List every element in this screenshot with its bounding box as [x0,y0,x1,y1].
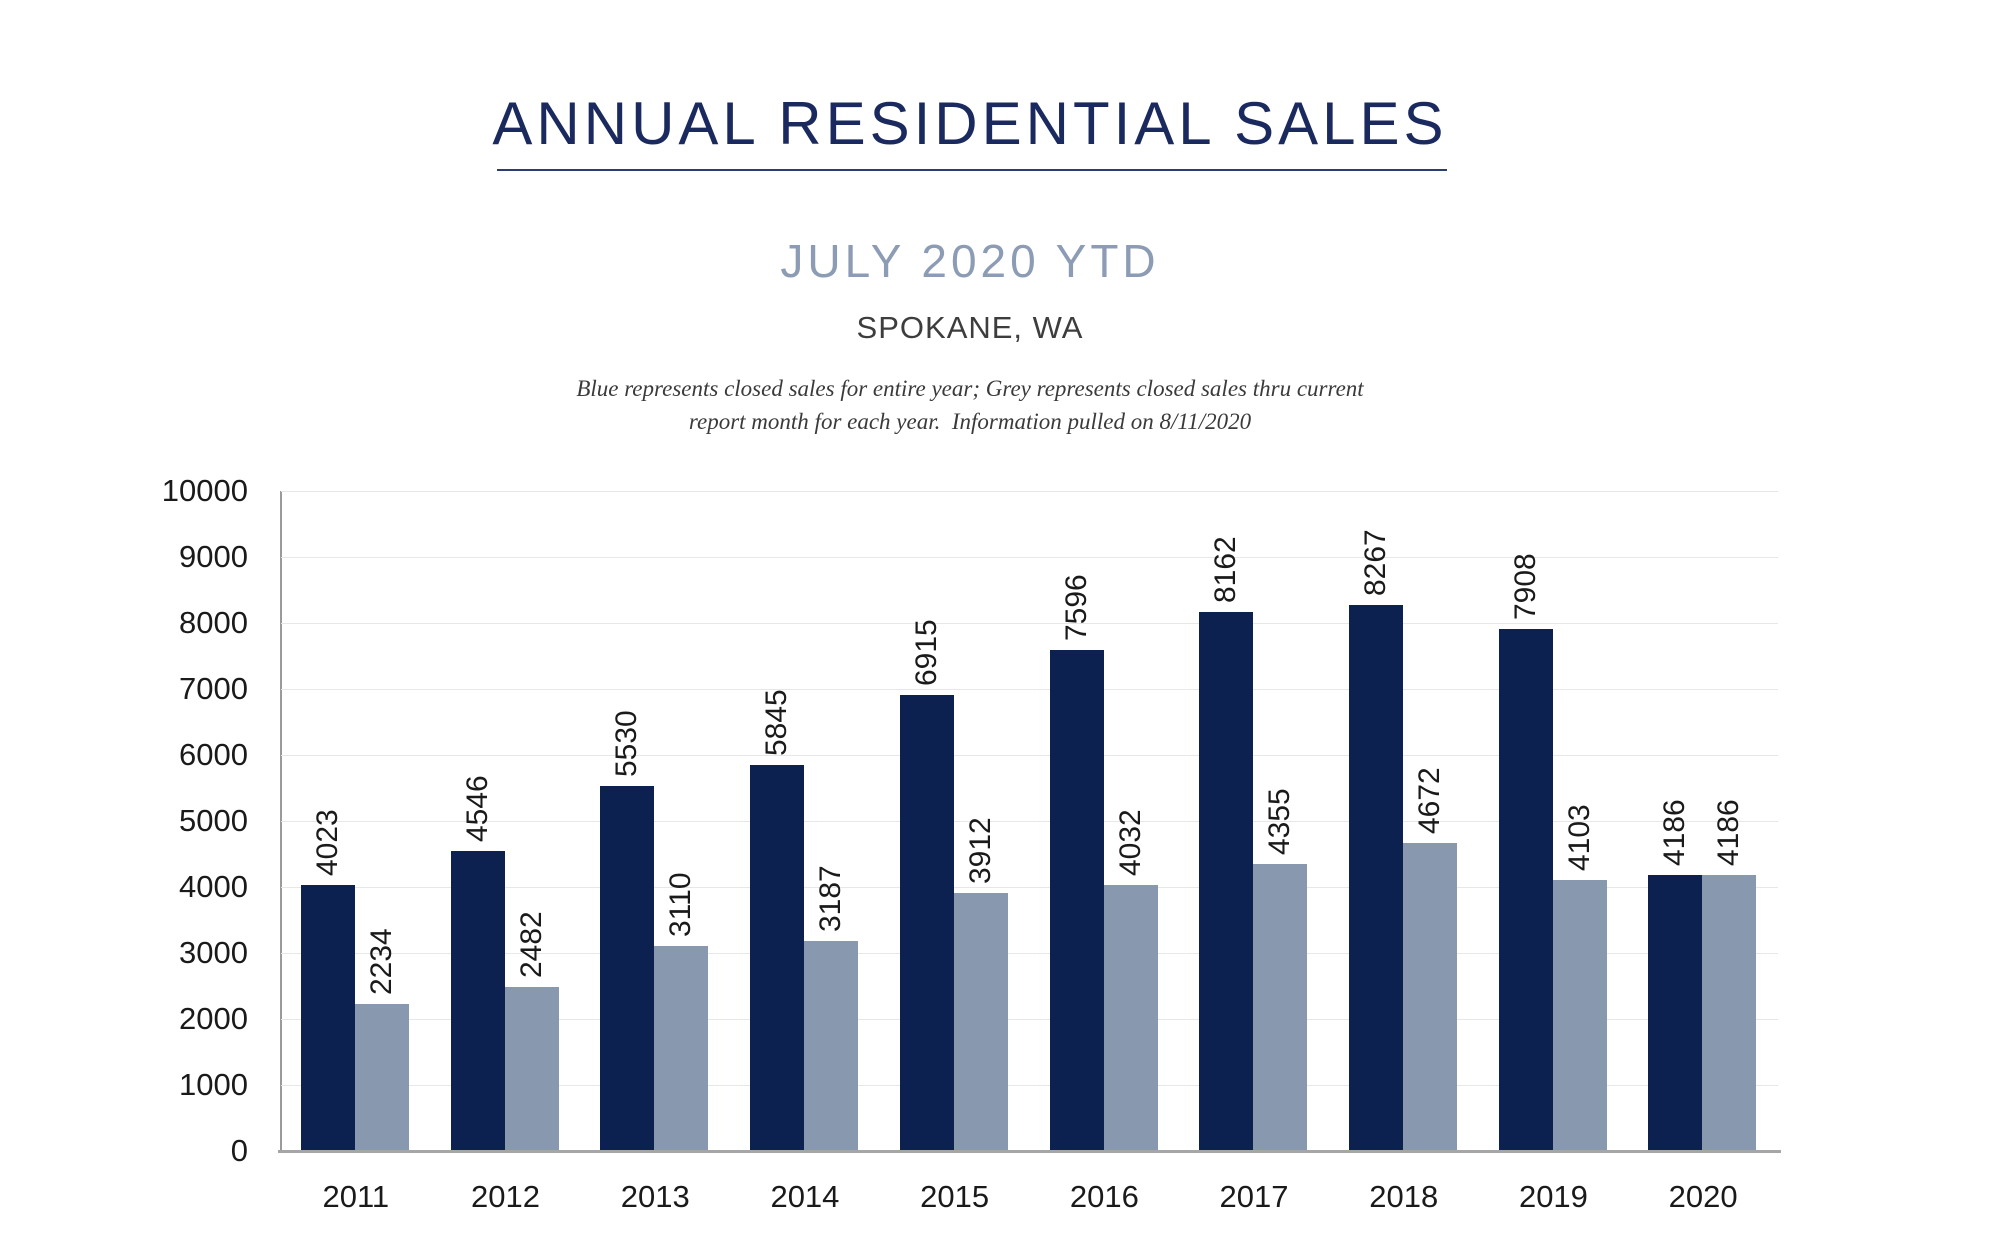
y-axis-label-3000: 3000 [179,935,248,970]
report-location: SPOKANE, WA [856,310,1084,345]
bar-value-label-closed_sales_entire_year-2012: 4546 [460,775,494,842]
bar-closed_sales_entire_year-2019 [1498,629,1553,1151]
y-axis-label-7000: 7000 [179,671,248,706]
gridline-2000 [281,1018,1778,1020]
bar-value-label-closed_sales_thru_report_month-2014: 3187 [814,864,848,932]
bar-value-label-closed_sales_thru_report_month-2020: 4186 [1712,798,1746,866]
bar-value-label-closed_sales_thru_report_month-2017: 4355 [1263,787,1297,855]
gridline-10000 [281,490,1778,492]
bar-closed_sales_entire_year-2020 [1648,874,1703,1151]
bar-value-label-closed_sales_entire_year-2020: 4186 [1658,798,1692,866]
bar-closed_sales_thru_report_month-2014 [804,940,859,1151]
page-title: ANNUAL RESIDENTIAL SALES [492,90,1448,157]
bar-closed_sales_thru_report_month-2015 [953,892,1008,1151]
bar-value-label-closed_sales_entire_year-2011: 4023 [311,809,344,877]
bar-value-label-closed_sales_entire_year-2013: 5530 [610,710,644,778]
legend-note: Blue represents closed sales for entire … [0,372,1940,438]
bar-value-label-closed_sales_thru_report_month-2013: 3110 [664,872,698,937]
bar-value-label-closed_sales_entire_year-2018: 8267 [1358,529,1392,597]
bar-closed_sales_thru_report_month-2020 [1702,874,1757,1151]
bar-closed_sales_thru_report_month-2017 [1253,863,1308,1151]
bar-closed_sales_thru_report_month-2019 [1552,880,1607,1151]
gridline-1000 [281,1084,1778,1086]
bar-closed_sales_thru_report_month-2018 [1402,842,1457,1151]
legend-note-line1: Blue represents closed sales for entire … [576,376,1364,401]
bar-value-label-closed_sales_thru_report_month-2012: 2482 [514,911,548,979]
x-axis-label-2016: 2016 [1069,1179,1139,1214]
gridline-7000 [281,688,1778,690]
bar-value-label-closed_sales_thru_report_month-2019: 4103 [1562,804,1596,872]
y-axis-label-1000: 1000 [179,1067,248,1102]
bar-closed_sales_thru_report_month-2013 [654,945,709,1151]
bar-value-label-closed_sales_entire_year-2019: 7908 [1508,553,1542,621]
bar-closed_sales_entire_year-2014 [750,765,805,1151]
y-axis-label-2000: 2000 [179,1001,248,1036]
y-axis-label-6000: 6000 [179,737,248,772]
gridline-6000 [281,754,1778,756]
x-axis-label-2012: 2012 [471,1179,541,1214]
bar-closed_sales_entire_year-2015 [899,694,954,1151]
bar-closed_sales_entire_year-2011 [301,885,355,1151]
bar-closed_sales_entire_year-2017 [1199,612,1254,1151]
gridline-4000 [281,886,1778,888]
bar-closed_sales_entire_year-2016 [1049,649,1104,1151]
y-axis-label-10000: 10000 [161,473,248,508]
bar-value-label-closed_sales_thru_report_month-2018: 4672 [1412,766,1446,834]
bar-closed_sales_thru_report_month-2011 [355,1003,409,1151]
gridline-9000 [281,556,1778,558]
bar-value-label-closed_sales_thru_report_month-2016: 4032 [1113,809,1147,876]
gridline-8000 [281,622,1778,624]
gridline-5000 [281,820,1778,822]
bar-value-label-closed_sales_thru_report_month-2015: 3912 [963,817,997,884]
report-period: JULY 2020 YTD [780,235,1160,287]
x-axis-label-2019: 2019 [1518,1179,1588,1214]
bar-value-label-closed_sales_entire_year-2016: 7596 [1059,573,1093,641]
gridline-3000 [281,952,1778,954]
x-axis-label-2013: 2013 [620,1179,690,1214]
bar-closed_sales_thru_report_month-2016 [1103,884,1158,1151]
bar-closed_sales_entire_year-2013 [600,786,655,1151]
x-axis-label-2020: 2020 [1668,1179,1738,1214]
y-axis-label-4000: 4000 [179,869,248,904]
bar-value-label-closed_sales_entire_year-2017: 8162 [1209,536,1243,604]
y-axis-label-0: 0 [230,1133,248,1168]
y-axis-label-9000: 9000 [179,539,248,574]
bar-chart: 0 1000 2000 3000 4000 5000 6000 7000 8000 9000 100… [162,475,1781,1212]
x-axis-label-2018: 2018 [1369,1179,1439,1214]
bar-closed_sales_thru_report_month-2012 [504,987,559,1151]
x-axis-label-2011: 2011 [322,1179,390,1214]
bar-closed_sales_entire_year-2018 [1348,605,1403,1151]
x-axis-label-2014: 2014 [770,1179,840,1214]
title-underline [497,169,1447,171]
x-axis-line [278,1150,1781,1153]
bar-closed_sales_entire_year-2012 [450,850,505,1151]
bar-value-label-closed_sales_thru_report_month-2011: 2234 [365,927,398,995]
bar-value-label-closed_sales_entire_year-2014: 5845 [760,689,794,757]
bar-value-label-closed_sales_entire_year-2015: 6915 [909,618,943,686]
x-axis-label-2017: 2017 [1219,1179,1289,1214]
y-axis-label-5000: 5000 [179,803,248,838]
x-axis-label-2015: 2015 [920,1179,990,1214]
legend-note-line2: report month for each year. Information … [688,409,1252,434]
y-axis-label-8000: 8000 [179,605,248,640]
